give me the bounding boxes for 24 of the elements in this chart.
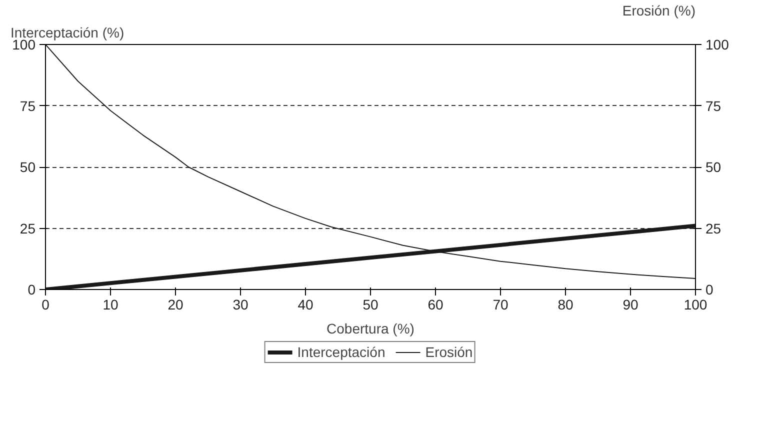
x-tick-label: 90 <box>622 296 638 312</box>
x-tick-label: 30 <box>232 296 248 312</box>
y2-tick-label: 50 <box>706 159 722 175</box>
x-tick-label: 40 <box>298 296 314 312</box>
x-tick-label: 10 <box>102 296 118 312</box>
y-tick-label: 25 <box>20 220 36 236</box>
x-tick-label: 60 <box>428 296 444 312</box>
y2-axis-title: Erosión (%) <box>622 2 696 18</box>
x-tick-label: 100 <box>684 296 708 312</box>
x-tick-label: 50 <box>362 296 378 312</box>
y2-tick-label: 75 <box>706 98 722 114</box>
y2-tick-label: 25 <box>706 220 722 236</box>
y-tick-label: 0 <box>28 282 36 298</box>
x-tick-label: 80 <box>558 296 574 312</box>
y-tick-label: 50 <box>20 159 36 175</box>
y-tick-label: 75 <box>20 98 36 114</box>
y2-tick-label: 0 <box>706 282 714 298</box>
legend-label: Interceptación <box>297 344 386 360</box>
legend-label: Erosión <box>425 344 473 360</box>
x-tick-label: 0 <box>42 296 50 312</box>
x-axis-title: Cobertura (%) <box>326 320 414 336</box>
y2-tick-label: 100 <box>706 36 730 52</box>
x-tick-label: 70 <box>492 296 508 312</box>
x-tick-label: 20 <box>168 296 184 312</box>
